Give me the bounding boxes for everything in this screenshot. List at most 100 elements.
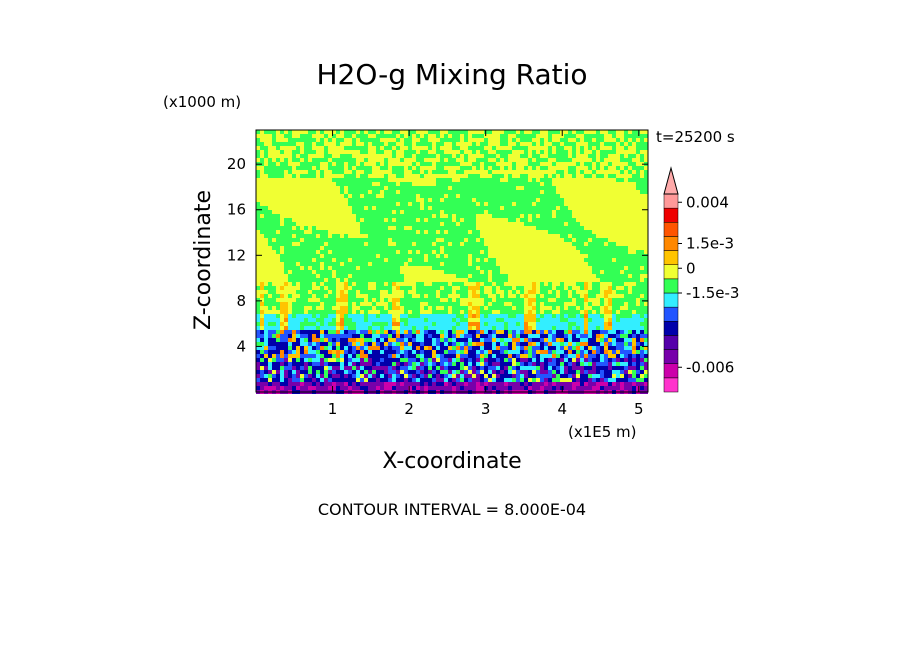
field-cell xyxy=(436,246,440,250)
field-cell xyxy=(496,370,500,374)
field-cell xyxy=(376,322,380,326)
field-cell xyxy=(440,250,444,254)
field-cell xyxy=(444,178,448,182)
field-cell xyxy=(344,354,348,358)
field-cell xyxy=(492,178,496,182)
field-cell xyxy=(320,154,324,158)
field-cell xyxy=(556,234,560,238)
field-cell xyxy=(300,222,304,226)
field-cell xyxy=(320,190,324,194)
field-cell xyxy=(480,238,484,242)
field-cell xyxy=(460,314,464,318)
field-cell xyxy=(444,346,448,350)
field-cell xyxy=(348,206,352,210)
field-cell xyxy=(276,378,280,382)
field-cell xyxy=(512,178,516,182)
field-cell xyxy=(556,158,560,162)
field-cell xyxy=(264,190,268,194)
field-cell xyxy=(540,246,544,250)
field-cell xyxy=(292,154,296,158)
field-cell xyxy=(284,174,288,178)
field-cell xyxy=(356,242,360,246)
field-cell xyxy=(536,158,540,162)
field-cell xyxy=(336,262,340,266)
field-cell xyxy=(420,326,424,330)
field-cell xyxy=(344,154,348,158)
field-cell xyxy=(344,226,348,230)
field-cell xyxy=(300,262,304,266)
field-cell xyxy=(480,234,484,238)
field-cell xyxy=(264,138,268,142)
field-cell xyxy=(384,206,388,210)
field-cell xyxy=(420,358,424,362)
field-cell xyxy=(392,270,396,274)
field-cell xyxy=(400,370,404,374)
field-cell xyxy=(332,266,336,270)
field-cell xyxy=(548,294,552,298)
field-cell xyxy=(496,382,500,386)
field-cell xyxy=(536,354,540,358)
field-cell xyxy=(404,214,408,218)
field-cell xyxy=(316,198,320,202)
field-cell xyxy=(344,306,348,310)
field-cell xyxy=(512,142,516,146)
field-cell xyxy=(476,238,480,242)
field-cell xyxy=(256,362,260,366)
field-cell xyxy=(360,230,364,234)
field-cell xyxy=(460,186,464,190)
field-cell xyxy=(344,374,348,378)
field-cell xyxy=(272,130,276,134)
field-cell xyxy=(360,130,364,134)
field-cell xyxy=(492,386,496,390)
field-cell xyxy=(428,254,432,258)
field-cell xyxy=(296,374,300,378)
field-cell xyxy=(420,346,424,350)
field-cell xyxy=(536,378,540,382)
field-cell xyxy=(388,250,392,254)
field-cell xyxy=(276,286,280,290)
field-cell xyxy=(512,274,516,278)
field-cell xyxy=(412,158,416,162)
field-cell xyxy=(348,190,352,194)
field-cell xyxy=(516,358,520,362)
field-cell xyxy=(432,202,436,206)
field-cell xyxy=(488,358,492,362)
field-cell xyxy=(308,258,312,262)
field-cell xyxy=(296,298,300,302)
field-cell xyxy=(384,354,388,358)
field-cell xyxy=(548,346,552,350)
field-cell xyxy=(276,342,280,346)
field-cell xyxy=(496,158,500,162)
field-cell xyxy=(428,350,432,354)
field-cell xyxy=(464,278,468,282)
field-cell xyxy=(360,242,364,246)
field-cell xyxy=(500,278,504,282)
field-cell xyxy=(536,198,540,202)
field-cell xyxy=(296,186,300,190)
field-cell xyxy=(444,154,448,158)
field-cell xyxy=(296,334,300,338)
field-cell xyxy=(412,218,416,222)
field-cell xyxy=(420,170,424,174)
field-cell xyxy=(372,290,376,294)
field-cell xyxy=(444,182,448,186)
field-cell xyxy=(540,186,544,190)
field-cell xyxy=(380,238,384,242)
field-cell xyxy=(356,258,360,262)
field-cell xyxy=(372,170,376,174)
field-cell xyxy=(400,354,404,358)
field-cell xyxy=(392,330,396,334)
field-cell xyxy=(308,246,312,250)
field-cell xyxy=(424,182,428,186)
field-cell xyxy=(408,366,412,370)
field-cell xyxy=(428,130,432,134)
field-cell xyxy=(480,174,484,178)
field-cell xyxy=(332,198,336,202)
field-cell xyxy=(500,238,504,242)
field-cell xyxy=(392,294,396,298)
field-cell xyxy=(320,314,324,318)
field-cell xyxy=(556,294,560,298)
field-cell xyxy=(384,326,388,330)
field-cell xyxy=(376,302,380,306)
field-cell xyxy=(416,294,420,298)
